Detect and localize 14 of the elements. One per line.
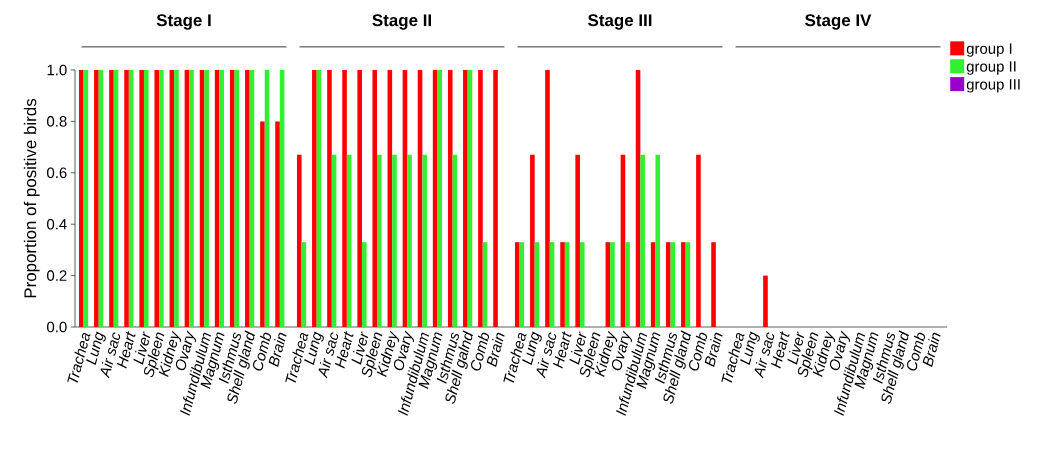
chart-title: Stage I (156, 14, 211, 30)
legend-label: group I (966, 43, 1012, 57)
legend-label: group II (966, 61, 1016, 75)
chart-title: Stage III (588, 14, 652, 30)
chart-title: Stage II (372, 14, 431, 30)
y-tick-label: 0.6 (47, 167, 67, 179)
y-tick-label: 0.2 (47, 270, 67, 281)
y-axis-title: Proportion of positive birds (23, 98, 40, 298)
chart-title: Stage IV (805, 14, 872, 30)
legend-label: group III (966, 79, 1020, 93)
y-tick-label: 1.0 (47, 64, 67, 76)
y-tick-label: 0.4 (47, 218, 67, 230)
y-tick-label: 0.8 (47, 116, 67, 127)
y-tick-label: 0.0 (47, 321, 67, 333)
